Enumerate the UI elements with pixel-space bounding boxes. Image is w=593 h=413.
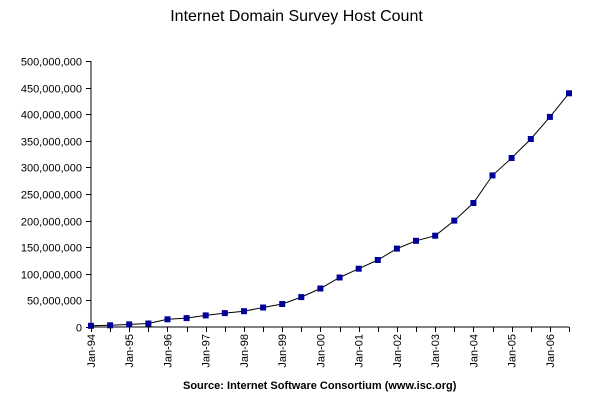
data-point: [432, 232, 439, 239]
data-point: [126, 321, 133, 328]
data-point: [88, 322, 94, 329]
y-tick-label: 0: [76, 323, 82, 335]
series-line: [90, 92, 570, 327]
x-tick-label: Jan-96: [162, 334, 174, 368]
data-point: [241, 308, 247, 315]
data-point: [298, 294, 305, 301]
x-tick-label: Jan-95: [124, 334, 136, 368]
chart-source-note: Source: Internet Software Consortium (ww…: [183, 380, 457, 392]
data-point: [527, 136, 534, 142]
data-point: [221, 310, 228, 317]
x-tick-label: Jan-98: [239, 334, 251, 368]
x-tick-label: Jan-00: [315, 334, 327, 368]
data-point: [413, 237, 419, 244]
x-tick-label: Jan-03: [430, 334, 442, 368]
data-point: [508, 155, 515, 161]
y-tick-label: 500,000,000: [21, 57, 82, 69]
x-tick-label: Jan-04: [468, 334, 480, 368]
x-tick-label: Jan-97: [201, 334, 213, 368]
x-tick-label: Jan-06: [545, 334, 557, 368]
data-point: [107, 322, 114, 329]
data-point: [393, 245, 400, 252]
y-tick-label: 250,000,000: [21, 190, 82, 202]
y-tick-label: 350,000,000: [21, 137, 82, 149]
y-tick-label: 50,000,000: [27, 296, 82, 308]
y-tick-label: 450,000,000: [21, 84, 82, 96]
data-point: [164, 316, 171, 323]
y-tick-label: 400,000,000: [21, 110, 82, 122]
x-tick-label: Jan-99: [277, 334, 289, 368]
data-point: [317, 285, 324, 292]
data-point: [183, 315, 190, 322]
data-point: [489, 172, 496, 179]
y-tick-label: 100,000,000: [21, 270, 82, 282]
x-tick-label: Jan-94: [86, 334, 98, 368]
data-point: [546, 113, 553, 120]
data-point: [336, 274, 343, 281]
data-point: [355, 265, 362, 272]
data-point: [451, 217, 458, 224]
x-tick-label: Jan-01: [354, 334, 366, 368]
data-point: [374, 257, 381, 263]
data-point: [279, 301, 286, 307]
x-tick-label: Jan-05: [507, 334, 519, 368]
x-tick-label: Jan-02: [392, 334, 404, 368]
y-tick-label: 300,000,000: [21, 163, 82, 175]
chart-title: Internet Domain Survey Host Count: [170, 8, 423, 25]
data-point: [470, 200, 477, 206]
y-tick-label: 200,000,000: [21, 217, 82, 229]
data-point: [260, 304, 267, 311]
data-point: [145, 320, 152, 327]
data-point: [566, 90, 572, 97]
data-point: [202, 312, 209, 319]
y-tick-label: 150,000,000: [21, 243, 82, 255]
